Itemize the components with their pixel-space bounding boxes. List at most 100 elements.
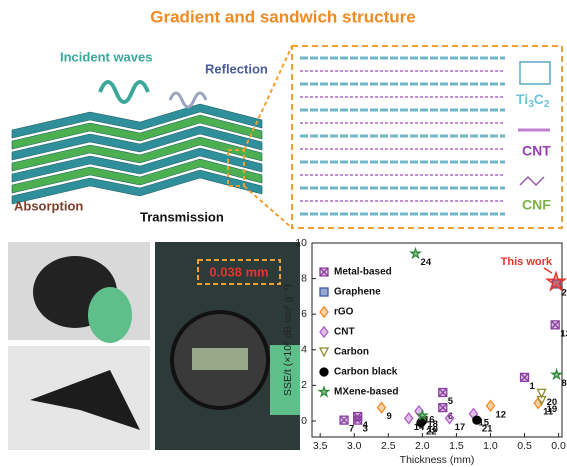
x-tick-label: 3.5 <box>313 440 328 452</box>
text: 2 <box>544 99 550 110</box>
point-label: 16 <box>424 415 435 426</box>
point <box>438 387 448 398</box>
zoom-line <box>243 45 293 151</box>
point <box>403 412 414 425</box>
point <box>485 399 496 413</box>
x-axis-label: Thickness (mm) <box>400 454 475 466</box>
point <box>416 418 426 428</box>
transmission-label: Transmission <box>140 209 224 224</box>
x-tick-label: 3.0 <box>347 440 362 452</box>
legend-ti3c2: Ti3C2 <box>516 91 550 110</box>
text: C <box>534 91 544 107</box>
point <box>444 412 455 425</box>
point-label: 3 <box>363 424 368 435</box>
point <box>317 385 331 398</box>
point <box>536 388 547 399</box>
microstructure <box>300 56 551 216</box>
point-label: 6 <box>448 411 453 422</box>
point-label: 11 <box>543 407 554 418</box>
layer <box>11 114 263 150</box>
legend-label: Carbon black <box>334 367 398 378</box>
annotation: This work <box>501 256 553 268</box>
y-axis-label: SSE/t (×10³ dB cm² g⁻¹) <box>282 284 294 396</box>
y-tick-label: 2 <box>301 379 307 391</box>
scatter-chart: 3.5 3.0 2.5 2.0 1.5 1.0 0.5 0.00246810Thickness… <box>282 237 567 466</box>
point-label: 24 <box>421 257 432 268</box>
point <box>549 367 564 381</box>
point <box>319 325 329 339</box>
point-label: 13 <box>560 328 567 339</box>
figure-title: Gradient and sandwich structure <box>150 7 415 26</box>
point <box>319 287 329 297</box>
y-tick-label: 6 <box>301 308 307 320</box>
point <box>319 305 329 319</box>
legend-label: rGO <box>334 307 354 318</box>
zoom-line <box>243 185 293 229</box>
point-label: 15 <box>478 417 489 428</box>
point-label: 10 <box>427 424 438 435</box>
point-label: 4 <box>363 420 369 431</box>
legend-label: CNT <box>334 327 355 338</box>
layer <box>11 169 263 205</box>
point-label: 5 <box>448 396 454 407</box>
reflection-wave <box>168 91 208 109</box>
caliper-display <box>192 348 248 370</box>
point-label: 19 <box>547 404 558 415</box>
point-label: 14 <box>414 422 425 433</box>
point <box>415 408 429 422</box>
point-label: 18 <box>427 419 438 430</box>
legend-cnf: CNF <box>522 197 551 213</box>
point <box>519 372 530 383</box>
point-label: 17 <box>455 422 466 433</box>
absorption-label: Absorption <box>14 198 83 213</box>
plot-frame <box>311 242 563 438</box>
x-tick-label: 1.0 <box>483 440 498 452</box>
layer <box>11 158 263 194</box>
legend-label: Carbon <box>334 347 369 358</box>
incident-label: Incident waves <box>60 49 152 64</box>
point <box>438 402 448 413</box>
point <box>318 347 330 358</box>
y-tick-label: 4 <box>301 344 307 356</box>
text: Ti <box>516 91 528 107</box>
point <box>472 415 482 425</box>
layer <box>11 136 263 172</box>
point <box>408 246 423 260</box>
layer-stack <box>11 103 263 205</box>
point <box>544 270 567 292</box>
point-label: 9 <box>386 411 391 422</box>
cnf-icon <box>519 175 545 187</box>
legend-label: Metal-based <box>334 267 392 278</box>
point-label: 20 <box>547 397 558 408</box>
y-tick-label: 10 <box>295 237 307 249</box>
thickness-label: 0.038 mm <box>209 264 268 279</box>
layer <box>11 147 263 183</box>
glove <box>88 287 132 343</box>
annotation-arrow <box>543 267 553 274</box>
x-tick-label: 2.5 <box>381 440 396 452</box>
point <box>376 401 387 414</box>
point-label: 21 <box>482 424 493 435</box>
layer <box>11 125 263 161</box>
point-label: 22 <box>426 426 437 437</box>
point <box>550 320 560 330</box>
legend-label: MXene-based <box>334 387 398 398</box>
reflection-label: Reflection <box>205 61 268 76</box>
legend-cnt: CNT <box>522 143 551 159</box>
point <box>319 367 329 377</box>
y-tick-label: 8 <box>301 272 307 284</box>
layer <box>11 103 263 139</box>
point-label: 7 <box>349 424 354 435</box>
photo-label-box <box>197 259 281 285</box>
ti3c2-icon <box>519 61 551 85</box>
zoom-panel <box>291 45 563 229</box>
x-tick-label: 0.0 <box>551 440 566 452</box>
point <box>536 395 547 406</box>
point <box>352 411 363 422</box>
film-plane <box>30 370 140 430</box>
point <box>339 415 349 425</box>
x-tick-label: 0.5 <box>517 440 532 452</box>
y-tick-label: 0 <box>301 415 307 427</box>
incident-wave <box>98 80 150 104</box>
